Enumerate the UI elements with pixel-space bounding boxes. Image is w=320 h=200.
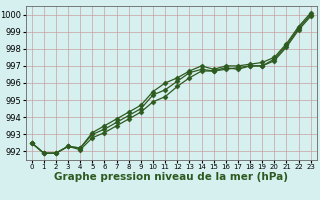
X-axis label: Graphe pression niveau de la mer (hPa): Graphe pression niveau de la mer (hPa) [54, 172, 288, 182]
